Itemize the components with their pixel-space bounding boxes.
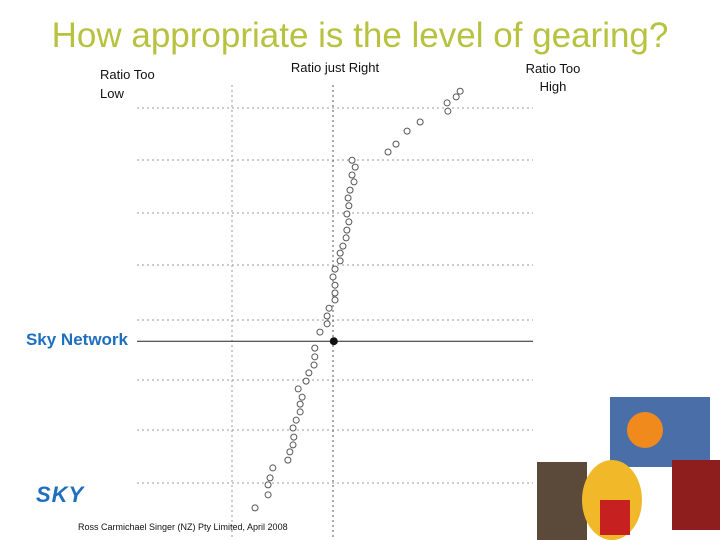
dot (323, 312, 331, 320)
dot (311, 353, 319, 361)
dot (346, 186, 354, 194)
dot (251, 504, 259, 512)
dot (443, 99, 451, 107)
dot (284, 456, 292, 464)
dot (456, 87, 464, 95)
photo (537, 462, 587, 540)
dot (323, 320, 331, 328)
dot (384, 148, 392, 156)
dot (325, 304, 333, 312)
dot (286, 448, 294, 456)
dot (345, 218, 353, 226)
label-right: Ratio just Right (290, 60, 380, 75)
dot (266, 474, 274, 482)
dot (316, 328, 324, 336)
dot (331, 289, 339, 297)
dot (348, 156, 356, 164)
dot (310, 361, 318, 369)
dot (339, 242, 347, 250)
footer: Ross Carmichael Singer (NZ) Pty Limited,… (78, 522, 288, 532)
highlight-dot (329, 337, 338, 346)
dot (298, 393, 306, 401)
logo: SKY (36, 482, 85, 507)
dot (289, 424, 297, 432)
highlight-label: Sky Network (25, 330, 128, 350)
title: How appropriate is the level of gearing? (51, 16, 669, 55)
dot (345, 202, 353, 210)
dot (292, 416, 300, 424)
dot (336, 257, 344, 265)
dot (290, 433, 298, 441)
dot (296, 400, 304, 408)
dot (302, 377, 310, 385)
dot (289, 441, 297, 449)
dot (392, 140, 400, 148)
pooh-shirt (600, 500, 630, 535)
dot (344, 194, 352, 202)
dot (305, 369, 313, 377)
dot (343, 226, 351, 234)
dot (343, 210, 351, 218)
dot (336, 249, 344, 257)
dot (348, 171, 356, 179)
dot (331, 296, 339, 304)
dot (350, 178, 358, 186)
dot (351, 163, 359, 171)
label-high: Ratio Too High (525, 61, 581, 94)
dot (452, 93, 460, 101)
dot (416, 118, 424, 126)
dot (264, 481, 272, 489)
dot (311, 344, 319, 352)
photos (537, 397, 720, 540)
grid (137, 85, 533, 540)
dot (342, 234, 350, 242)
label-low: Ratio Too Low (100, 67, 155, 101)
dot (296, 408, 304, 416)
dot (403, 127, 411, 135)
dot (444, 107, 452, 115)
photo (672, 460, 720, 530)
dot (329, 273, 337, 281)
dot (294, 385, 302, 393)
dot (331, 281, 339, 289)
tigger (627, 412, 663, 448)
dot (264, 491, 272, 499)
dot (331, 265, 339, 273)
dot (269, 464, 277, 472)
